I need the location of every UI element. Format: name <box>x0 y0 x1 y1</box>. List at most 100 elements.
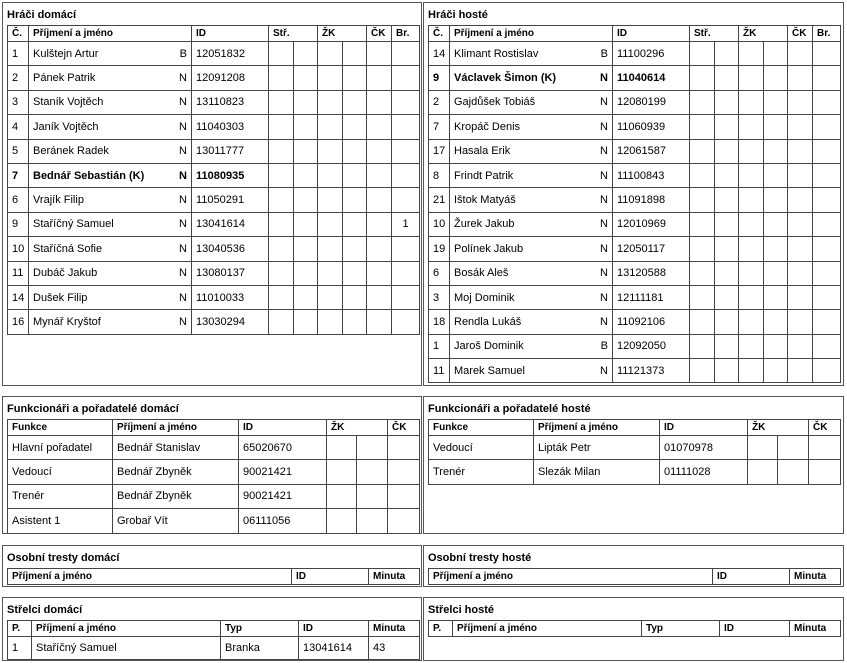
cell <box>387 483 420 510</box>
row: 3 Staník Vojtěch N 13110823 <box>7 89 421 116</box>
cell: 13080137 <box>191 260 269 286</box>
column-header: Minuta <box>368 568 420 585</box>
cell <box>738 89 765 116</box>
cell <box>763 358 789 384</box>
cell: Trenér <box>7 483 113 510</box>
cell <box>812 358 842 384</box>
cell <box>713 333 740 360</box>
cell <box>292 187 319 213</box>
cell <box>292 114 319 140</box>
cell <box>689 284 715 311</box>
row: 11 Marek Samuel N 11121373 <box>428 358 842 384</box>
row: 9 Staříčný Samuel N 13041614 1 <box>7 211 421 238</box>
row: 1 Jaroš Dominik B 12092050 <box>428 333 842 360</box>
column-header: Funkce <box>7 419 113 436</box>
section-title: Osobní tresty hosté <box>428 552 532 564</box>
cell: 1 <box>428 333 450 360</box>
player-name: Dubáč Jakub <box>33 267 98 280</box>
column-header: ID <box>191 25 269 42</box>
cell: 12080199 <box>612 89 690 116</box>
section-title: Hráči hosté <box>428 9 488 21</box>
player-name: Staříčný Samuel <box>33 218 114 231</box>
cell <box>689 260 715 286</box>
cell <box>268 309 294 335</box>
player-type: N <box>600 169 608 182</box>
column-header: ID <box>298 620 369 637</box>
column-header: P. <box>7 620 32 637</box>
section-title: Hráči domácí <box>7 9 77 21</box>
cell: Trenér <box>428 459 534 485</box>
player-name: Janík Vojtěch <box>33 120 99 133</box>
cell <box>366 309 393 335</box>
table: Příjmení a jméno ID Minuta <box>428 568 841 585</box>
cell <box>812 162 842 189</box>
cell <box>268 236 294 262</box>
cell: Ištok Matyáš N <box>449 187 613 213</box>
cell <box>342 187 368 213</box>
header-row: Č. Příjmení a jméno ID Stř. ŽK ČK Br. <box>7 25 421 42</box>
cell <box>787 236 814 262</box>
cell <box>689 89 715 116</box>
cell: Václavek Šimon (K) N <box>449 65 613 91</box>
section: Funkcionáři a pořadatelé domácí Funkce Pří… <box>2 396 422 534</box>
cell <box>787 260 814 286</box>
cell <box>292 260 319 286</box>
cell: Bosák Aleš N <box>449 260 613 286</box>
cell <box>317 138 344 164</box>
player-type: B <box>179 47 187 60</box>
cell: Klimant Rostislav B <box>449 40 613 67</box>
cell <box>292 65 319 91</box>
cell <box>292 211 319 238</box>
column-header: ID <box>659 419 748 436</box>
cell <box>787 138 814 164</box>
cell <box>356 459 388 485</box>
player-type: N <box>600 291 608 304</box>
column-header: Typ <box>641 620 720 637</box>
cell <box>317 236 344 262</box>
cell <box>342 89 368 116</box>
cell: 16 <box>7 309 29 335</box>
cell <box>268 89 294 116</box>
cell: 11092106 <box>612 309 690 335</box>
cell: Jaroš Dominik B <box>449 333 613 360</box>
cell: Pánek Patrik N <box>28 65 192 91</box>
cell: 10 <box>428 211 450 238</box>
cell: Bednář Zbyněk <box>112 483 239 510</box>
row: Asistent 1 Grobař Vít 06111056 <box>7 508 420 534</box>
cell <box>292 284 319 311</box>
row: 17 Hasala Erik N 12061587 <box>428 138 842 164</box>
player-type: N <box>600 242 608 255</box>
cell: Bednář Sebastián (K) N <box>28 162 192 189</box>
cell: Polínek Jakub N <box>449 236 613 262</box>
cell: 5 <box>7 138 29 164</box>
cell <box>391 187 421 213</box>
row: 5 Beránek Radek N 13011777 <box>7 138 421 164</box>
cell <box>713 138 740 164</box>
table: Č. Příjmení a jméno ID Stř. ŽK ČK Br. 14 Klimant… <box>428 25 842 384</box>
cell <box>391 138 421 164</box>
player-type: N <box>600 267 608 280</box>
cell: Dubáč Jakub N <box>28 260 192 286</box>
cell <box>342 40 368 67</box>
cell <box>268 187 294 213</box>
cell <box>326 508 357 534</box>
cell <box>812 260 842 286</box>
player-name: Rendla Lukáš <box>454 315 522 328</box>
cell: Staříčný Samuel N <box>28 211 192 238</box>
cell: 65020670 <box>238 434 327 461</box>
cell: 3 <box>7 89 29 116</box>
cell <box>713 309 740 335</box>
cell <box>356 483 388 510</box>
player-name: Frindt Patrik <box>454 169 514 182</box>
cell <box>713 187 740 213</box>
cell: Beránek Radek N <box>28 138 192 164</box>
cell <box>366 260 393 286</box>
table: Funkce Příjmení a jméno ID ŽK ČK Vedoucí Liptá… <box>428 419 841 485</box>
player-name: Kulštejn Artur <box>33 47 99 60</box>
cell: 14 <box>7 284 29 311</box>
cell <box>738 211 765 238</box>
player-type: N <box>600 315 608 328</box>
cell <box>713 40 740 67</box>
cell <box>326 459 357 485</box>
